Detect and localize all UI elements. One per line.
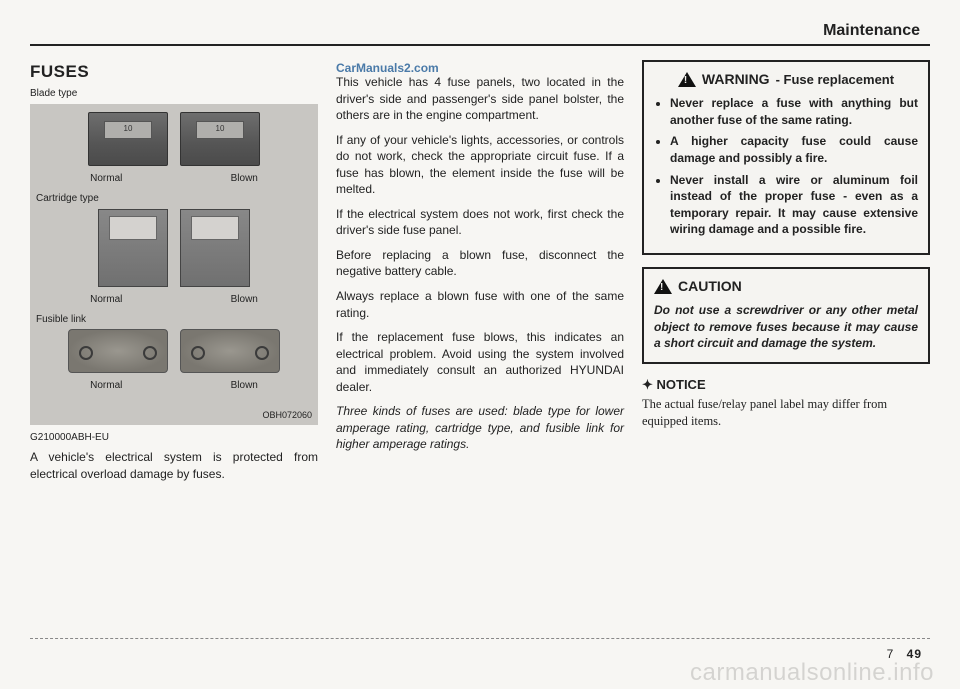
col2-p1: This vehicle has 4 fuse panels, two loca… — [336, 74, 624, 124]
link-blown-label: Blown — [231, 379, 258, 393]
cartridge-type-label: Cartridge type — [36, 192, 312, 206]
cartridge-fuse-normal — [98, 209, 168, 287]
fusible-link-normal — [68, 329, 168, 373]
col2-p4: Before replacing a blown fuse, disconnec… — [336, 247, 624, 280]
reference-code: G210000ABH-EU — [30, 431, 318, 445]
link-normal-label: Normal — [90, 379, 122, 393]
warning-title: WARNING — [702, 70, 770, 89]
caution-title: CAUTION — [678, 277, 742, 296]
col1-p1: A vehicle's electrical system is protect… — [30, 449, 318, 482]
fusible-link-blown — [180, 329, 280, 373]
caution-box: CAUTION Do not use a screwdriver or any … — [642, 267, 930, 364]
warning-subtitle: - Fuse replacement — [776, 71, 895, 89]
blade-normal-label: Normal — [90, 172, 122, 186]
warning-box: WARNING - Fuse replacement Never replace… — [642, 60, 930, 255]
section-header: Maintenance — [30, 22, 930, 46]
notice-title: ✦ NOTICE — [642, 376, 930, 394]
warning-li1: Never replace a fuse with anything but a… — [670, 95, 918, 128]
warning-icon — [678, 72, 696, 88]
blade-blown-label: Blown — [231, 172, 258, 186]
col2-p5: Always replace a blown fuse with one of … — [336, 288, 624, 321]
site-watermark: carmanualsonline.info — [690, 659, 934, 687]
fusible-link-label: Fusible link — [36, 313, 312, 327]
col2-p6: If the replacement fuse blows, this indi… — [336, 329, 624, 395]
column-2: CarManuals2.com This vehicle has 4 fuse … — [336, 60, 624, 490]
blade-type-label: Blade type — [30, 87, 318, 101]
carmanuals-watermark: CarManuals2.com — [336, 60, 439, 77]
image-code: OBH072060 — [262, 409, 312, 421]
col2-p3: If the electrical system does not work, … — [336, 206, 624, 239]
cartridge-fuse-blown — [180, 209, 250, 287]
fuses-title: FUSES — [30, 60, 318, 83]
blade-fuse-normal — [88, 112, 168, 166]
warning-li3: Never install a wire or aluminum foil in… — [670, 172, 918, 238]
page: Maintenance FUSES Blade type Normal Blow… — [0, 0, 960, 689]
fuse-panel-1: Normal Blown Cartridge type Normal Blown… — [30, 104, 318, 425]
footer-rule — [30, 638, 930, 639]
col2-p7: Three kinds of fuses are used: blade typ… — [336, 403, 624, 453]
column-3: WARNING - Fuse replacement Never replace… — [642, 60, 930, 490]
col2-p2: If any of your vehicle's lights, accesso… — [336, 132, 624, 198]
notice-text: The actual fuse/relay panel label may di… — [642, 396, 930, 431]
warning-li2: A higher capacity fuse could cause damag… — [670, 133, 918, 166]
columns: FUSES Blade type Normal Blown Cartridge … — [30, 60, 930, 490]
column-1: FUSES Blade type Normal Blown Cartridge … — [30, 60, 318, 490]
cartridge-normal-label: Normal — [90, 293, 122, 307]
blade-fuse-blown — [180, 112, 260, 166]
caution-icon — [654, 278, 672, 294]
caution-text: Do not use a screwdriver or any other me… — [654, 302, 918, 352]
cartridge-blown-label: Blown — [231, 293, 258, 307]
